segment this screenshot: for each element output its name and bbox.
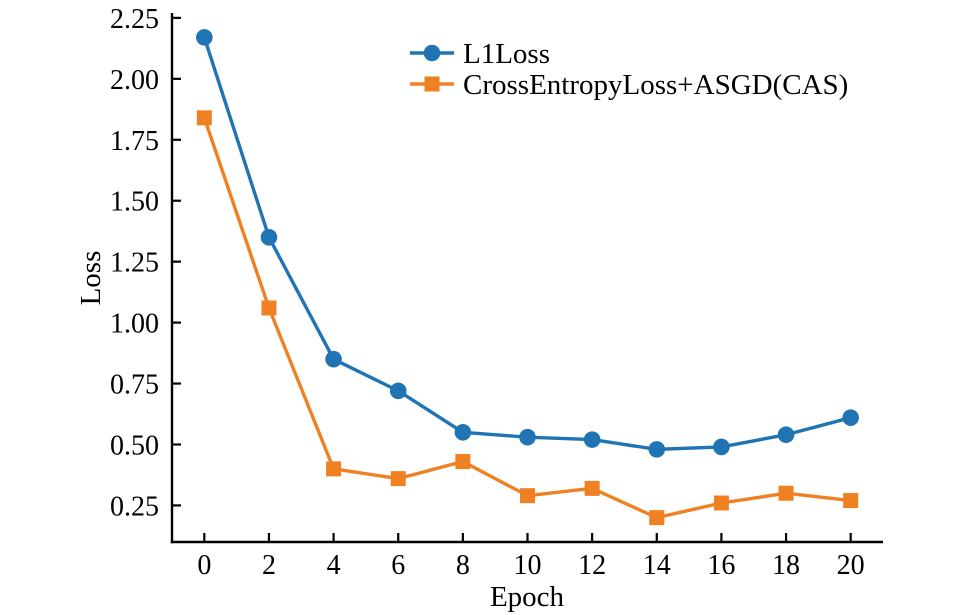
x-tick-label: 6 — [391, 550, 405, 581]
data-point-marker — [326, 461, 342, 477]
data-point-marker — [583, 431, 601, 448]
series-l1loss — [196, 29, 859, 458]
data-point-marker — [649, 510, 665, 526]
x-tick-label: 20 — [837, 550, 865, 581]
data-point-marker — [520, 488, 535, 504]
data-point-marker — [713, 495, 729, 511]
legend-label: CrossEntropyLoss+ASGD(CAS) — [463, 69, 848, 101]
y-tick-label: 0.75 — [110, 370, 159, 401]
data-point-marker — [584, 480, 600, 496]
axis-ticks — [172, 16, 852, 542]
y-tick-label: 1.50 — [110, 187, 159, 218]
data-point-marker — [196, 110, 212, 126]
y-tick-label: 1.00 — [110, 309, 159, 340]
series-crossentropyloss-asgd-cas- — [196, 110, 859, 526]
x-tick-label: 16 — [707, 550, 735, 581]
data-point-marker — [455, 454, 471, 470]
data-point-marker — [842, 409, 859, 426]
data-point-marker — [648, 441, 666, 458]
x-tick-label: 2 — [262, 550, 276, 581]
legend-circle-marker-icon — [423, 44, 441, 62]
legend-item: CrossEntropyLoss+ASGD(CAS) — [410, 69, 848, 101]
data-point-marker — [325, 350, 342, 368]
data-point-marker — [261, 300, 277, 316]
x-tick-label: 8 — [456, 550, 470, 581]
data-series — [196, 29, 859, 526]
x-tick-label: 14 — [643, 550, 671, 581]
y-tick-label: 1.25 — [110, 248, 159, 279]
data-point-marker — [519, 428, 536, 446]
legend-label: L1Loss — [463, 38, 550, 70]
data-point-marker — [843, 493, 859, 509]
data-point-marker — [260, 228, 278, 246]
data-point-marker — [778, 485, 794, 501]
data-point-marker — [196, 29, 213, 46]
y-tick-label: 2.25 — [110, 4, 159, 35]
data-point-marker — [389, 382, 407, 400]
data-point-marker — [390, 471, 406, 487]
legend-square-marker-icon — [424, 76, 440, 92]
y-axis-label: Loss — [75, 251, 107, 306]
data-point-marker — [777, 426, 795, 444]
x-axis-label: Epoch — [490, 581, 565, 613]
x-tick-label: 0 — [197, 550, 211, 581]
x-tick-label: 10 — [514, 550, 542, 581]
y-tick-label: 0.50 — [110, 430, 159, 461]
y-tick-label: 0.25 — [110, 491, 159, 522]
x-tick-label: 18 — [772, 550, 800, 581]
axis-tick-labels: 0 2 4 6 8 10 12 14 16 18 20 0.25 0.50 0.75 1.00 1.25 1.5… — [110, 4, 865, 581]
x-tick-label: 4 — [327, 550, 341, 581]
axis-spines — [170, 13, 883, 544]
y-tick-label: 2.00 — [110, 65, 159, 96]
series-line — [202, 117, 851, 520]
y-tick-label: 1.75 — [110, 126, 159, 157]
data-point-marker — [713, 438, 730, 456]
data-point-marker — [454, 423, 472, 441]
legend-item: L1Loss — [410, 38, 550, 70]
x-tick-label: 12 — [578, 550, 606, 581]
